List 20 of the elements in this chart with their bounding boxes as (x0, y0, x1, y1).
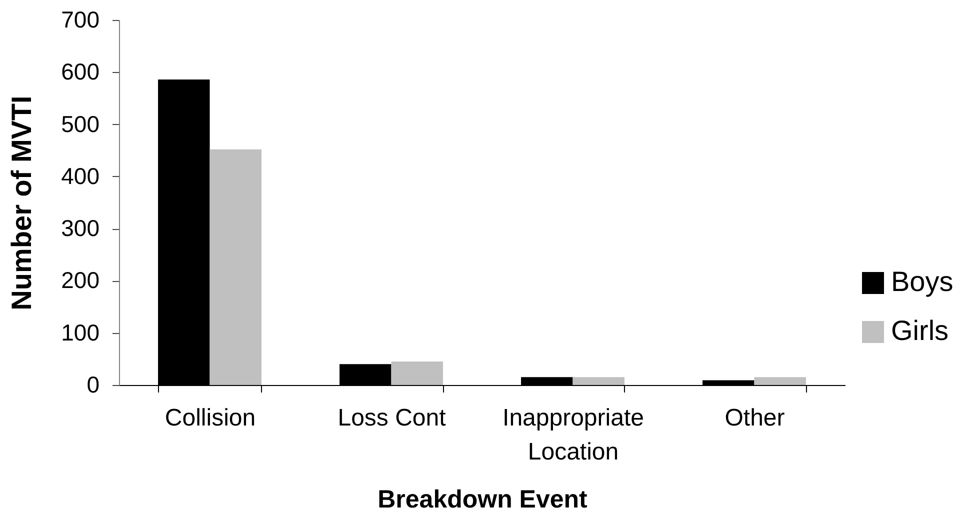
legend-label: Girls (891, 315, 949, 346)
bar (754, 377, 806, 385)
y-tick-label: 100 (61, 319, 100, 346)
y-axis-title: Number of MVTI (6, 96, 38, 310)
y-tick-label: 0 (86, 372, 100, 398)
x-tick-label: Other (724, 404, 785, 432)
bar (572, 377, 624, 385)
x-axis-title: Breakdown Event (378, 486, 588, 514)
y-tick-label: 300 (61, 215, 100, 242)
y-tick-label: 200 (61, 267, 100, 294)
bar (210, 149, 262, 385)
y-tick-label: 400 (61, 162, 100, 189)
y-tick-label: 500 (61, 110, 100, 137)
x-tick-label: Loss Cont (338, 404, 446, 432)
x-tick-label: Inappropriate Location (502, 404, 644, 466)
bar (391, 362, 443, 385)
y-tick-label: 700 (61, 6, 100, 32)
legend-label: Boys (891, 266, 954, 297)
y-tick-label: 600 (61, 58, 100, 85)
x-tick-label: Collision (164, 404, 256, 432)
